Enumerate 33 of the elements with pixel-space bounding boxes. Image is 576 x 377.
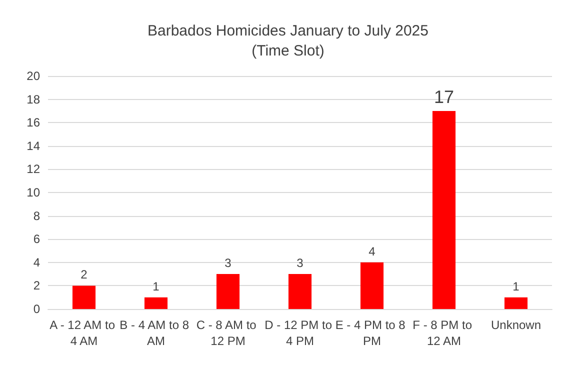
bar bbox=[144, 297, 168, 309]
data-label: 3 bbox=[224, 256, 232, 270]
bar bbox=[72, 286, 96, 309]
data-label: 2 bbox=[80, 268, 88, 282]
bar bbox=[216, 274, 240, 309]
x-tick-label: A - 12 AM to 4 AM bbox=[50, 318, 118, 348]
x-tick-label: E - 4 PM to 8 PM bbox=[335, 318, 409, 348]
y-tick-label: 10 bbox=[26, 186, 40, 200]
y-tick-label: 16 bbox=[26, 116, 40, 130]
x-tick-label: F - 8 PM to 12 AM bbox=[412, 318, 476, 348]
y-tick-label: 20 bbox=[26, 69, 40, 83]
chart-title: Barbados Homicides January to July 2025 (Time Slot) bbox=[148, 22, 428, 60]
bar bbox=[504, 297, 528, 309]
y-tick-label: 8 bbox=[33, 208, 40, 223]
y-tick-label: 18 bbox=[26, 92, 40, 106]
data-label: 1 bbox=[152, 279, 160, 294]
bar bbox=[360, 262, 384, 309]
x-tick-label: B - 4 AM to 8 AM bbox=[120, 318, 192, 348]
y-tick-label: 12 bbox=[26, 162, 40, 176]
x-tick-label: Unknown bbox=[490, 318, 542, 332]
bar bbox=[432, 110, 456, 309]
y-tick-label: 0 bbox=[33, 302, 40, 316]
data-label: 3 bbox=[296, 256, 304, 270]
x-tick-label: D - 12 PM to 4 PM bbox=[264, 318, 336, 348]
data-label: 1 bbox=[512, 279, 520, 294]
x-tick-label: C - 8 AM to 12 PM bbox=[196, 318, 260, 348]
data-label: 17 bbox=[434, 86, 454, 107]
data-label: 4 bbox=[368, 244, 376, 258]
y-tick-label: 4 bbox=[33, 255, 40, 270]
bar bbox=[288, 274, 312, 309]
y-tick-label: 14 bbox=[26, 138, 40, 153]
y-tick-label: 2 bbox=[33, 278, 40, 293]
y-tick-label: 6 bbox=[33, 232, 40, 246]
